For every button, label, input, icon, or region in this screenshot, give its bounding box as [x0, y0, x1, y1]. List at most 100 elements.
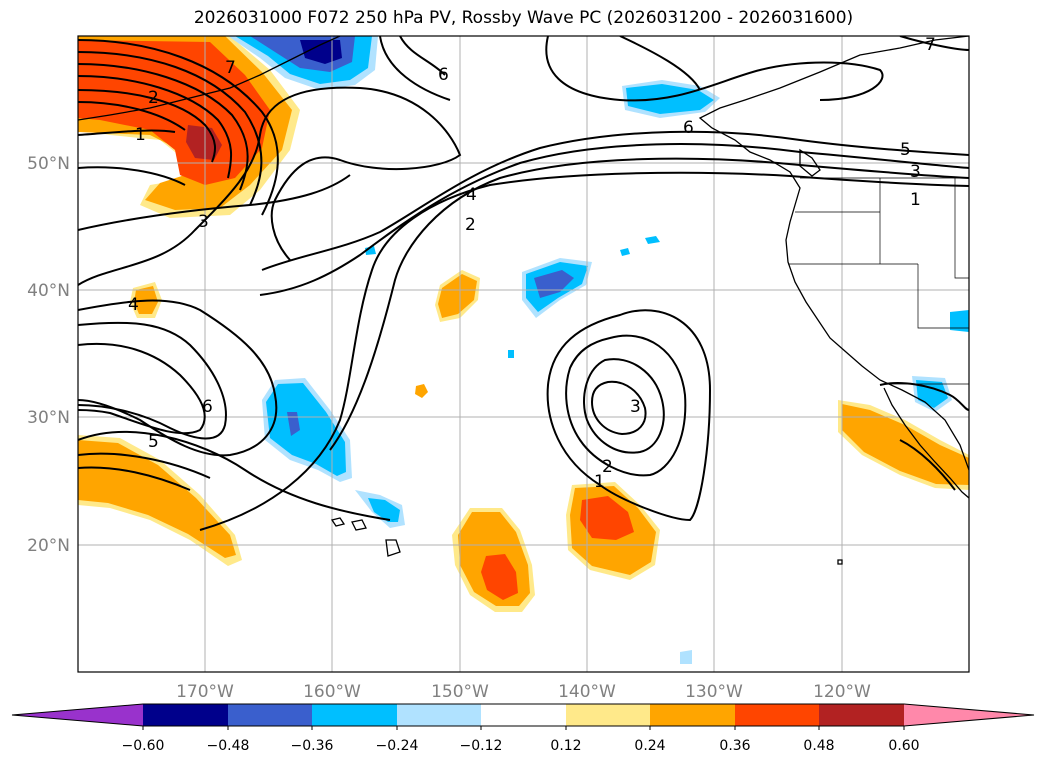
- lon-label-140w: 140°W: [558, 682, 616, 702]
- shade-dot5: [680, 650, 692, 664]
- contour-jet-5: [78, 174, 351, 231]
- cb-label-8: 0.48: [803, 738, 834, 754]
- contour-nw-3: [78, 63, 249, 191]
- lon-label-120w: 120°W: [813, 682, 871, 702]
- shade-east-blue: [950, 310, 969, 332]
- lat-label-20: 20°N: [27, 536, 70, 556]
- shade-speck: [415, 384, 428, 398]
- contour-label-2-jet: 2: [465, 215, 476, 235]
- island-hawaii-1: [330, 517, 346, 527]
- lon-label-150w: 150°W: [431, 682, 489, 702]
- colorbar-segment-3: [397, 704, 481, 726]
- contour-jet-4: [199, 171, 969, 531]
- island-guadalupe: [837, 559, 843, 565]
- colorbar-segment-7: [735, 704, 819, 726]
- contour-west-4: [78, 430, 391, 521]
- colorbar-extend-max: [904, 704, 1034, 726]
- colorbar-segment-2: [312, 704, 397, 726]
- contour-top-3: [619, 36, 701, 91]
- island-vancouver: [799, 148, 821, 177]
- shade-w30-midblue: [287, 412, 300, 436]
- coastline-north-america: [698, 36, 969, 471]
- contour-nw-2: [78, 51, 263, 206]
- contour-east-2: [899, 439, 956, 491]
- contour-label-3-east: 3: [910, 162, 921, 182]
- contour-west-5: [78, 452, 211, 479]
- contour-label-4-west: 4: [128, 295, 139, 315]
- contour-label-6-top: 6: [438, 65, 449, 85]
- contour-label-7-ne: 7: [925, 35, 936, 55]
- contour-label-3-high: 3: [630, 397, 641, 417]
- contour-east-1: [879, 382, 969, 411]
- lat-label-40: 40°N: [27, 281, 70, 301]
- contour-jet-1: [261, 130, 969, 271]
- cb-label-9: 0.60: [888, 738, 919, 754]
- contour-west-2: [78, 321, 227, 440]
- pv-contours: [78, 36, 969, 531]
- shade-w30-blue: [266, 383, 346, 476]
- cb-label-5: 0.12: [550, 738, 581, 754]
- contour-nw-5: [78, 89, 216, 163]
- lon-label-170w: 170°W: [176, 682, 234, 702]
- contour-label-2-nw: 2: [148, 88, 159, 108]
- coastline-baja: [883, 387, 969, 499]
- lat-label-50: 50°N: [27, 154, 70, 174]
- contour-label-6-coast: 6: [683, 118, 694, 138]
- map-title: 2026031000 F072 250 hPa PV, Rossby Wave …: [193, 8, 854, 28]
- coastlines: [78, 36, 969, 565]
- colorbar-segment-6: [650, 704, 735, 726]
- contour-top-4: [899, 36, 969, 51]
- contour-top-1: [379, 36, 451, 101]
- contour-label-5-east: 5: [900, 140, 911, 160]
- latitude-labels: 50°N 40°N 30°N 20°N: [27, 154, 70, 556]
- shade-c-midblue: [534, 270, 574, 298]
- lat-label-30: 30°N: [27, 408, 70, 428]
- contour-nw-1: [78, 39, 279, 216]
- coastline-alaska: [78, 36, 341, 121]
- contour-west-1: [78, 299, 278, 457]
- lon-label-130w: 130°W: [685, 682, 743, 702]
- cb-label-2: −0.36: [291, 738, 334, 754]
- contour-label-1-nw: 1: [135, 125, 146, 145]
- colorbar: [11, 703, 1035, 730]
- colorbar-segment-8: [819, 704, 904, 726]
- shade-s1-red: [481, 554, 518, 600]
- shade-dot3: [508, 350, 514, 358]
- cb-label-4: −0.12: [460, 738, 503, 754]
- cb-label-0: −0.60: [122, 738, 165, 754]
- contour-high-2: [565, 334, 687, 477]
- contour-label-2-high: 2: [602, 457, 613, 477]
- island-hawaii-3: [385, 539, 401, 557]
- contour-west-3: [78, 342, 206, 435]
- longitude-labels: 170°W 160°W 150°W 140°W 130°W 120°W: [176, 682, 871, 702]
- shade-c40-orange: [438, 274, 477, 318]
- contour-label-6-west: 6: [202, 397, 213, 417]
- contour-nw-6: [78, 101, 186, 131]
- contour-label-4-jet: 4: [466, 185, 477, 205]
- colorbar-segment-0: [143, 704, 228, 726]
- contour-jet-3: [329, 157, 969, 451]
- contour-nw-4: [78, 75, 233, 179]
- contour-label-5-west: 5: [148, 432, 159, 452]
- cb-label-1: −0.48: [207, 738, 250, 754]
- contour-high-3: [583, 358, 665, 454]
- shade-hi-blue: [368, 498, 400, 522]
- colorbar-segment-4: [481, 704, 566, 726]
- contour-high-1: [546, 309, 712, 522]
- contour-3-mid: [78, 86, 462, 286]
- cb-label-7: 0.36: [719, 738, 750, 754]
- shade-s2-red: [580, 496, 634, 540]
- colorbar-segment-5: [566, 704, 650, 726]
- border-east: [954, 178, 969, 279]
- colorbar-extend-min: [12, 704, 143, 726]
- shade-dot1: [620, 248, 630, 256]
- contour-label-1-east: 1: [910, 190, 921, 210]
- island-hawaii-2: [351, 519, 367, 531]
- lon-label-160w: 160°W: [303, 682, 361, 702]
- plot-frame: [77, 35, 970, 673]
- contour-nw-7: [78, 129, 176, 136]
- colorbar-labels: −0.60 −0.48 −0.36 −0.24 −0.12 0.12 0.24 …: [122, 738, 920, 754]
- contour-high-4: [590, 380, 647, 436]
- contour-labels: 7 2 1 3 4 2 6 6 5 3 1 4 6 5 3 2 1 7: [128, 35, 936, 492]
